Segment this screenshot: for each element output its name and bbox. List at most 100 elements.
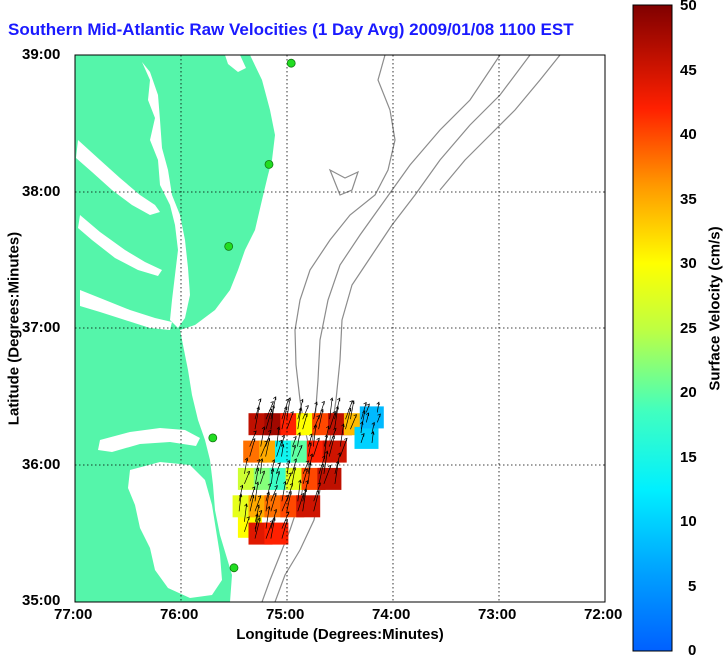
velocity-vector	[292, 444, 296, 457]
x-tick-label: 73:00	[478, 606, 517, 623]
velocity-vector	[334, 397, 341, 420]
velocity-vector	[350, 400, 355, 420]
velocity-vector	[255, 467, 260, 484]
map-title: Southern Mid-Atlantic Raw Velocities (1 …	[8, 20, 574, 39]
velocity-vector	[312, 423, 318, 447]
velocity-vector	[312, 437, 320, 457]
velocity-vector	[376, 401, 380, 413]
velocity-vector	[323, 464, 332, 485]
radar-site-marker	[264, 159, 274, 169]
velocity-vector	[334, 405, 339, 430]
velocity-vector	[329, 397, 334, 420]
velocity-vector	[323, 433, 329, 457]
velocity-vector	[302, 460, 310, 475]
y-tick-label: 38:00	[22, 183, 61, 200]
velocity-vector	[318, 463, 324, 484]
colorbar-label: Surface Velocity (cm/s)	[706, 226, 724, 391]
velocity-vector	[291, 466, 296, 484]
velocity-vector	[297, 492, 305, 512]
velocity-vector	[297, 445, 303, 457]
x-tick-label: 77:00	[54, 606, 93, 623]
velocity-vector	[329, 410, 336, 430]
rappahannock-river	[78, 215, 162, 276]
velocity-vector	[238, 493, 243, 512]
velocity-vector	[244, 470, 251, 485]
velocity-vector	[249, 438, 256, 457]
velocity-vector	[254, 481, 259, 502]
velocity-vector	[286, 472, 292, 485]
y-tick-label: 39:00	[22, 46, 61, 63]
velocity-vector	[255, 504, 260, 522]
velocity-vector	[323, 450, 329, 474]
velocity-vector	[255, 513, 259, 532]
velocity-vector	[254, 398, 262, 420]
velocity-vector	[281, 434, 285, 447]
x-tick-label: 74:00	[372, 606, 411, 623]
y-tick-label: 35:00	[22, 592, 61, 609]
velocity-vector	[259, 458, 264, 474]
velocity-vector	[365, 403, 370, 413]
velocity-cell	[322, 440, 347, 463]
colorbar-tick-label: 20	[680, 384, 697, 401]
velocity-vector	[249, 494, 255, 512]
x-tick-label: 76:00	[160, 606, 199, 623]
velocity-vector	[254, 517, 261, 539]
velocity-vector	[238, 484, 244, 502]
velocity-vector	[308, 442, 312, 457]
radar-site-marker	[224, 241, 234, 251]
velocity-vector	[265, 408, 273, 430]
velocity-vector	[318, 408, 324, 430]
colorbar	[632, 4, 673, 652]
velocity-vector	[265, 437, 271, 457]
colorbar-tick-label: 50	[680, 0, 697, 14]
velocity-cell	[317, 467, 342, 490]
velocity-vector	[339, 423, 345, 447]
velocity-vector	[270, 404, 275, 430]
colorbar-tick-label: 35	[680, 191, 697, 208]
chesapeake-bay	[142, 62, 190, 328]
y-tick-label: 36:00	[22, 456, 61, 473]
velocity-vector	[265, 505, 271, 529]
albemarle-sound	[98, 428, 200, 452]
velocity-vector	[371, 431, 375, 443]
velocity-vector	[345, 407, 352, 430]
velocity-vector	[255, 458, 261, 474]
velocity-vector	[302, 468, 308, 484]
radar-sites	[208, 58, 296, 573]
velocity-vector	[270, 508, 277, 529]
pamlico-sound	[128, 462, 222, 598]
velocity-vector	[270, 516, 276, 539]
velocity-vector	[265, 429, 272, 447]
james-river	[80, 290, 172, 330]
velocity-vector	[313, 489, 320, 512]
velocity-vector	[275, 470, 280, 484]
radar-site-marker	[286, 58, 296, 68]
velocity-vector	[280, 443, 285, 457]
colorbar-tick-label: 10	[680, 513, 697, 530]
velocity-vector	[365, 412, 370, 423]
velocity-vectors	[238, 396, 381, 539]
velocity-vector	[291, 458, 297, 474]
velocity-cell	[354, 426, 379, 449]
velocity-vector	[286, 411, 294, 430]
y-tick-label: 37:00	[22, 319, 61, 336]
velocity-vector	[244, 516, 250, 532]
velocity-vector	[371, 421, 375, 433]
velocity-vector	[270, 492, 277, 512]
colorbar-tick-label: 5	[688, 578, 697, 595]
velocity-vector	[334, 460, 340, 484]
colorbar-tick-label: 30	[680, 255, 697, 272]
velocity-vector	[376, 413, 381, 423]
velocity-vector	[249, 430, 257, 447]
velocity-vector	[265, 491, 270, 512]
velocity-vector	[270, 468, 275, 484]
velocity-vector	[276, 439, 283, 457]
colorbar-tick-label: 40	[680, 126, 697, 143]
velocity-vector	[339, 437, 348, 457]
velocity-vector	[276, 426, 281, 447]
velocity-cell	[359, 406, 384, 429]
velocity-vector	[286, 490, 292, 512]
velocity-vector	[350, 414, 357, 430]
velocity-vector	[260, 426, 266, 447]
